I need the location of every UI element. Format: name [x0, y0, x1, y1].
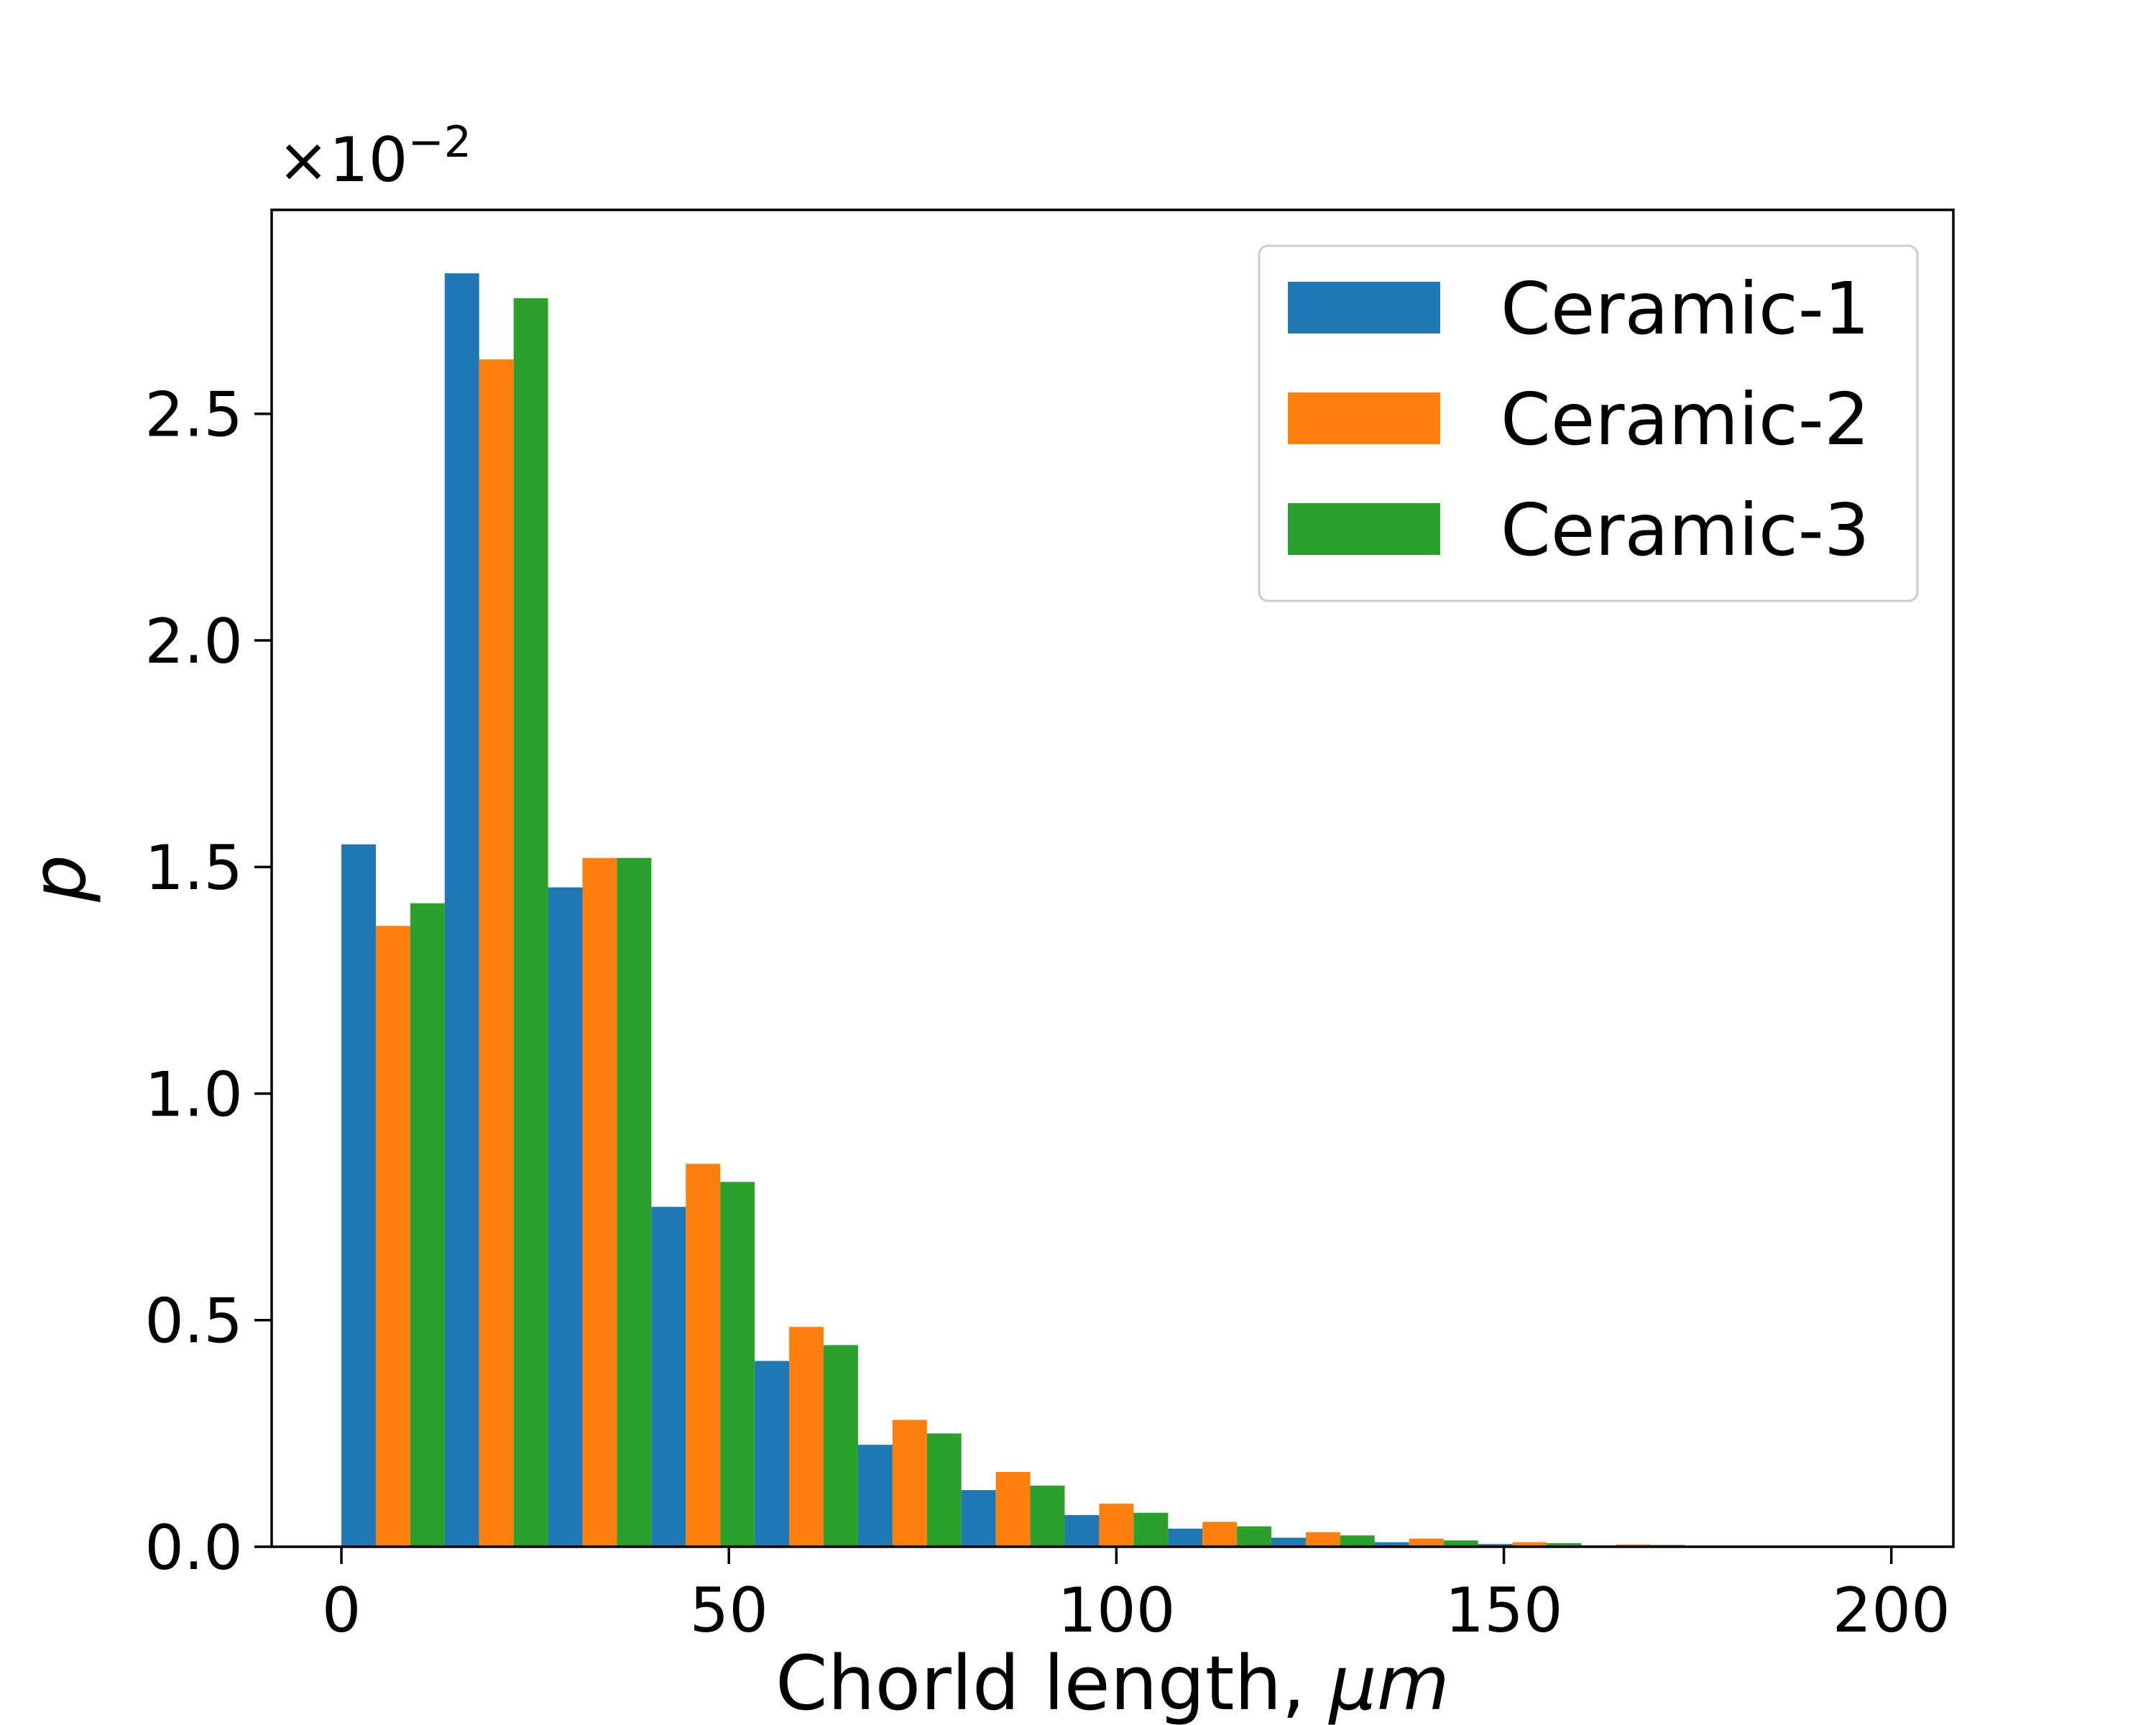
legend-swatch-ceramic-2: [1288, 392, 1440, 444]
bar-ceramic-1-bin-9: [1168, 1528, 1203, 1547]
bar-ceramic-3-bin-11: [1443, 1540, 1478, 1547]
y-offset-text: ×10−2: [277, 117, 471, 196]
y-offset-exponent: −2: [408, 117, 471, 167]
bar-ceramic-2-bin-1: [375, 926, 410, 1547]
bar-ceramic-2-bin-10: [1305, 1532, 1340, 1547]
x-tick-label: 50: [690, 1575, 768, 1647]
legend: Ceramic-1 Ceramic-2 Ceramic-3: [1258, 244, 1919, 602]
x-axis-label-text: Chorld length,: [775, 1639, 1330, 1725]
plot-frame: [270, 208, 1955, 1548]
bar-ceramic-3-bin-2: [513, 298, 548, 1547]
bar-ceramic-1-bin-1: [341, 844, 376, 1547]
x-axis-label: Chorld length, μm: [775, 1639, 1450, 1725]
bar-ceramic-2-bin-3: [582, 857, 617, 1547]
bar-ceramic-2-bin-11: [1409, 1538, 1444, 1547]
bar-ceramic-3-bin-12: [1547, 1542, 1582, 1547]
bar-ceramic-2-bin-12: [1512, 1542, 1547, 1547]
bar-ceramic-1-bin-5: [755, 1361, 790, 1547]
y-tick-label: 2.0: [144, 606, 243, 678]
bar-ceramic-2-bin-7: [995, 1471, 1031, 1547]
y-tick-label: 2.5: [144, 380, 243, 451]
bar-ceramic-3-bin-3: [617, 857, 652, 1547]
x-tick-label: 0: [322, 1575, 361, 1647]
x-tick-label: 200: [1833, 1575, 1950, 1647]
bar-ceramic-1-bin-6: [857, 1445, 893, 1547]
x-tick-label: 150: [1445, 1575, 1562, 1647]
bar-ceramic-2-bin-6: [892, 1420, 927, 1547]
x-axis-label-unit: μm: [1328, 1639, 1450, 1725]
bar-ceramic-3-bin-8: [1133, 1512, 1169, 1547]
bar-ceramic-3-bin-4: [720, 1182, 755, 1547]
bar-ceramic-2-bin-8: [1099, 1504, 1134, 1547]
bar-ceramic-2-bin-2: [479, 359, 514, 1547]
bar-ceramic-3-bin-9: [1237, 1526, 1272, 1547]
bar-ceramic-1-bin-2: [444, 273, 479, 1547]
bar-ceramic-3-bin-5: [824, 1345, 858, 1547]
bar-ceramic-3-bin-10: [1340, 1535, 1375, 1547]
bars-group: [341, 273, 1892, 1547]
legend-label-ceramic-1: Ceramic-1: [1501, 267, 1870, 351]
bar-ceramic-1-bin-10: [1271, 1537, 1306, 1547]
bar-ceramic-1-bin-12: [1478, 1544, 1513, 1547]
y-axis-label: p: [15, 855, 103, 903]
bar-ceramic-1-bin-11: [1374, 1542, 1409, 1547]
bar-ceramic-2-bin-5: [789, 1327, 824, 1547]
x-ticks-group: 0 50 100 150 200: [322, 1547, 1950, 1647]
bar-ceramic-3-bin-6: [926, 1433, 962, 1547]
bar-ceramic-1-bin-3: [548, 887, 583, 1547]
bar-ceramic-1-bin-7: [961, 1490, 996, 1547]
legend-swatch-ceramic-3: [1288, 503, 1440, 555]
bar-ceramic-3-bin-7: [1030, 1485, 1065, 1547]
x-tick-label: 100: [1057, 1575, 1175, 1647]
legend-label-ceramic-3: Ceramic-3: [1501, 488, 1870, 572]
bar-ceramic-2-bin-4: [686, 1164, 721, 1547]
legend-swatch-ceramic-1: [1288, 282, 1440, 334]
y-ticks-group: 0.0 0.5 1.0 1.5 2.0 2.5: [144, 380, 272, 1584]
bar-ceramic-2-bin-9: [1202, 1522, 1238, 1547]
bar-ceramic-1-bin-4: [651, 1207, 686, 1547]
y-tick-label: 1.0: [144, 1059, 243, 1131]
legend-label-ceramic-2: Ceramic-2: [1501, 377, 1870, 461]
bar-ceramic-3-bin-1: [410, 903, 445, 1547]
y-tick-label: 1.5: [144, 832, 243, 904]
y-offset-base: ×10: [277, 124, 408, 196]
y-tick-label: 0.5: [144, 1286, 243, 1358]
y-tick-label: 0.0: [144, 1512, 243, 1584]
bar-ceramic-1-bin-8: [1064, 1514, 1100, 1547]
